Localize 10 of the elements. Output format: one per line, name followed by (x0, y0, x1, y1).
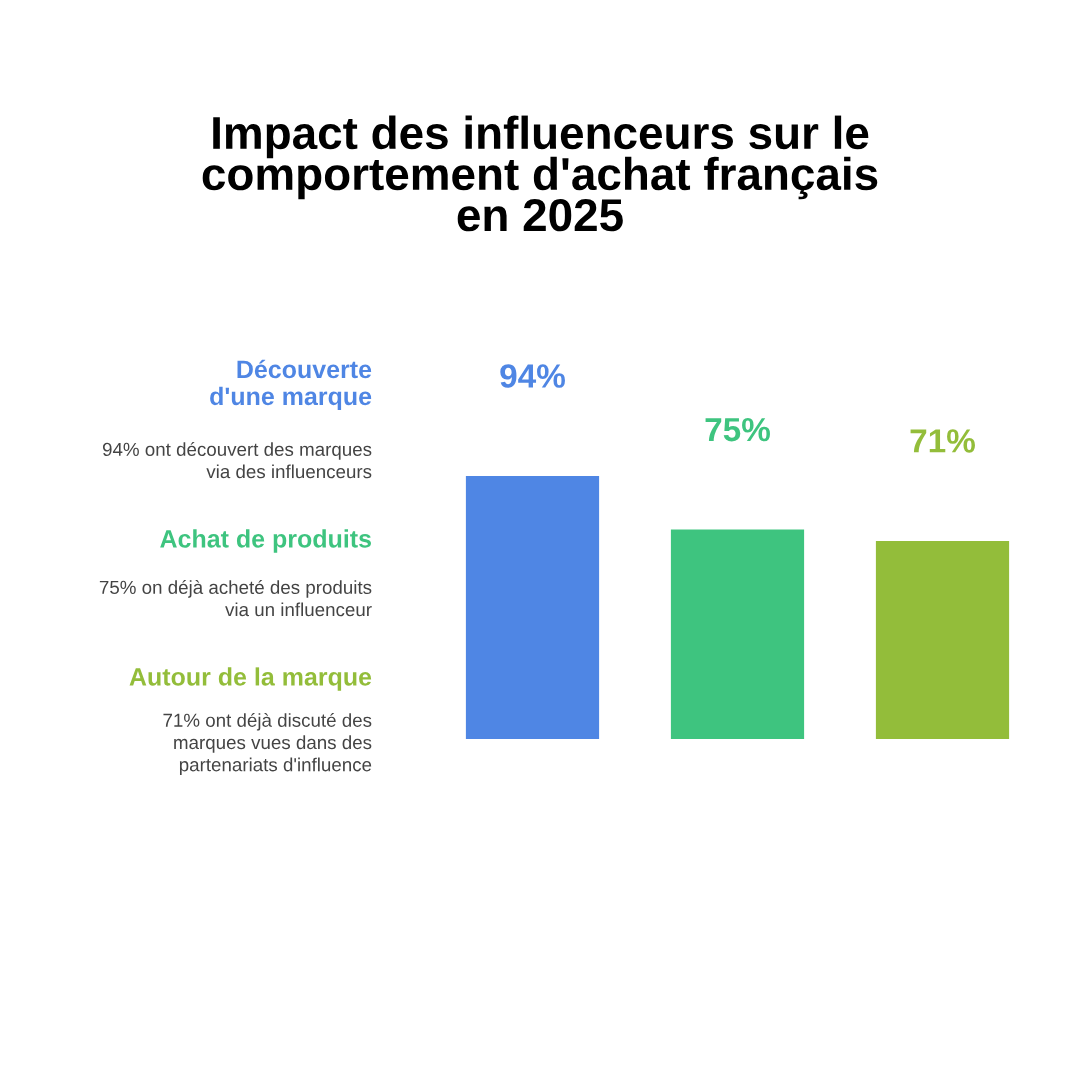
text: Découverte d'une marque (210, 359, 372, 411)
text: Achat de produits (160, 529, 371, 553)
data-label: 75% (705, 417, 770, 442)
text: 71% ont déjà discuté des marques vues dans des partenariats d'influence (163, 712, 372, 776)
data-label: 94% (500, 364, 565, 388)
chart-title: Impact des influenceurs sur le comportement d'achat français en 2025 (202, 115, 878, 232)
text: 75% on déjà acheté des produits via un influenceur (99, 580, 372, 617)
text: 94% ont découvert des marques via des influenceurs (102, 442, 372, 479)
data-label: 71% (910, 429, 975, 453)
text: Autour de la marque (129, 667, 372, 691)
